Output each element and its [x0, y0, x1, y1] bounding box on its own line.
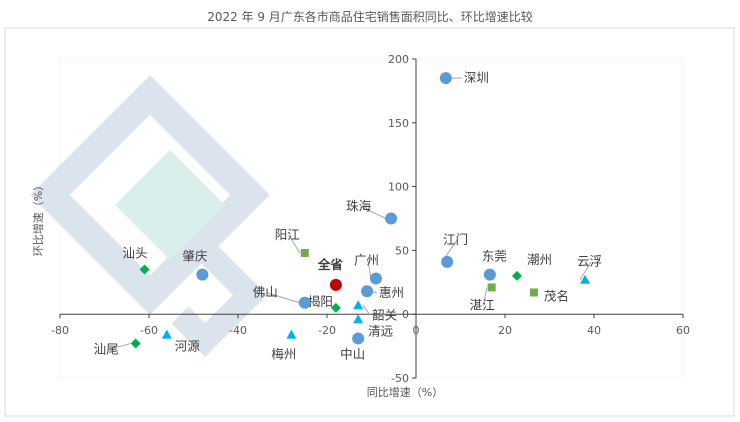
y-axis-title: 环比增速（%）: [31, 180, 45, 256]
point-label: 梅州: [271, 347, 296, 362]
point-marker: [196, 268, 209, 281]
y-tick-label: -50: [391, 372, 409, 385]
point-label: 珠海: [346, 199, 372, 214]
leader-line: [266, 292, 300, 304]
point-label: 深圳: [464, 70, 489, 85]
point-label: 惠州: [379, 285, 404, 300]
watermark-inner-diamond: [115, 150, 225, 260]
leader-line: [107, 343, 131, 351]
point-marker: [330, 302, 341, 313]
chart-frame: [4, 27, 735, 417]
point-marker: [487, 283, 496, 292]
point-label: 肇庆: [182, 249, 208, 264]
point-marker: [580, 274, 591, 284]
point-marker: [439, 72, 452, 85]
leader-line: [483, 287, 488, 306]
watermark-diamond: [30, 75, 270, 315]
leader-line: [579, 261, 592, 281]
leader-line: [288, 234, 301, 254]
x-tick-label: -20: [318, 324, 336, 337]
point-label: 中山: [340, 346, 365, 361]
point-marker: [353, 314, 364, 324]
point-marker: [161, 329, 172, 339]
y-tick-label: 200: [388, 53, 409, 66]
x-tick-label: 40: [587, 324, 601, 337]
point-marker: [529, 288, 538, 297]
point-marker: [352, 332, 365, 345]
point-label: 广州: [354, 252, 379, 267]
point-marker: [483, 268, 496, 281]
x-axis-title: 同比增速（%）: [367, 385, 443, 399]
point-marker: [385, 212, 398, 225]
point-label: 汕尾: [94, 342, 119, 357]
x-tick-label: 0: [413, 324, 420, 337]
y-tick-label: 100: [388, 181, 409, 194]
leader-line: [367, 260, 372, 279]
point-label: 佛山: [253, 285, 278, 300]
point-marker: [298, 296, 311, 309]
point-marker: [369, 272, 382, 285]
point-label: 东莞: [482, 249, 507, 264]
point-marker: [441, 255, 454, 268]
point-label: 阳江: [275, 227, 300, 242]
point-label: 揭阳: [308, 294, 333, 309]
point-label: 清远: [368, 323, 394, 338]
x-tick-label: 20: [498, 324, 512, 337]
x-tick-label: -60: [140, 324, 158, 337]
point-label: 全省: [317, 257, 344, 272]
point-label: 云浮: [577, 254, 602, 269]
chart-title: 2022 年 9 月广东各市商品住宅销售面积同比、环比增速比较: [207, 10, 533, 24]
point-label: 汕头: [123, 246, 148, 261]
point-marker: [361, 285, 374, 298]
point-label: 河源: [175, 339, 201, 354]
point-marker: [139, 264, 150, 275]
leader-line: [362, 304, 371, 316]
y-tick-label: 50: [395, 244, 409, 257]
point-label: 茂名: [544, 289, 569, 304]
province-marker: [329, 278, 342, 291]
point-label: 韶关: [372, 307, 397, 322]
y-tick-label: 150: [388, 117, 409, 130]
point-label: 湛江: [470, 297, 495, 312]
leader-line: [359, 206, 387, 219]
point-marker: [130, 338, 141, 349]
x-tick-label: -40: [229, 324, 247, 337]
point-marker: [512, 270, 523, 281]
point-marker: [286, 329, 297, 339]
x-tick-label: -80: [51, 324, 69, 337]
point-label: 江门: [443, 232, 468, 247]
point-marker: [300, 248, 309, 257]
point-marker: [353, 300, 364, 310]
y-tick-label: 0: [402, 308, 409, 321]
watermark-stroke: [171, 236, 267, 357]
x-tick-label: 60: [676, 324, 690, 337]
point-label: 潮州: [527, 252, 552, 267]
